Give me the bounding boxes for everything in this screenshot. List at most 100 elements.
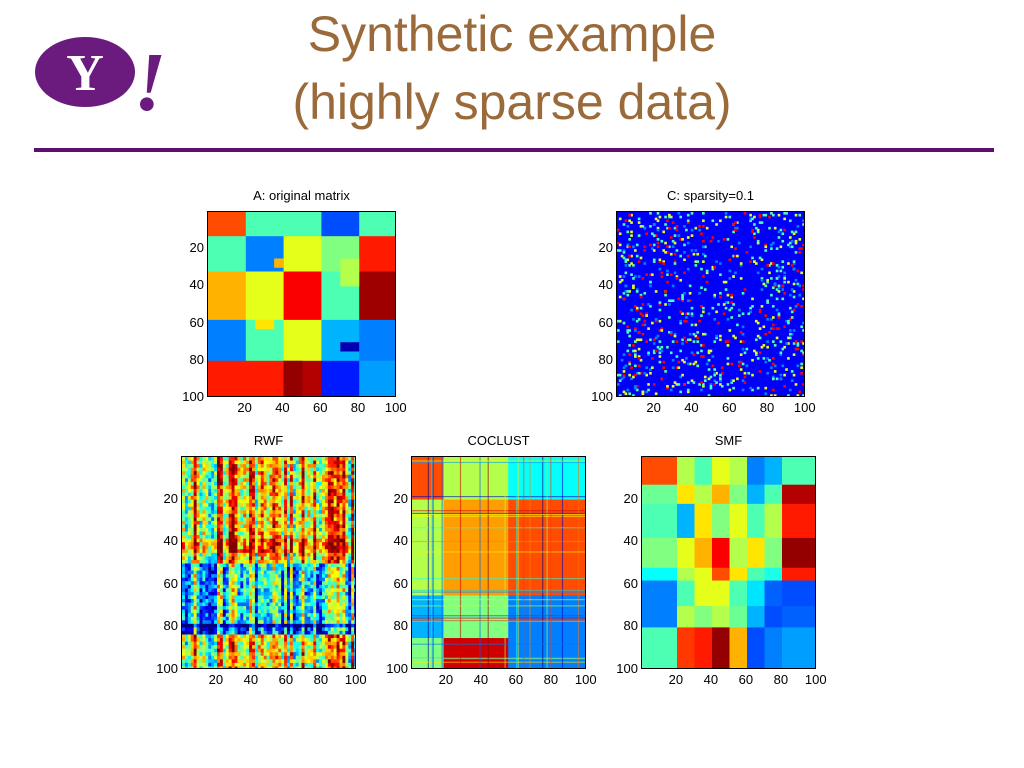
sparse-entry [692, 353, 696, 356]
matrix-cell [184, 528, 189, 532]
matrix-cell [187, 471, 192, 476]
y-tick-label: 80 [163, 618, 178, 634]
matrix-cell [324, 538, 329, 543]
matrix-cell [193, 524, 197, 529]
matrix-cell [217, 591, 221, 596]
matrix-cell [246, 641, 250, 646]
sparse-entry [711, 355, 715, 358]
sparse-entry [800, 325, 803, 329]
matrix-cell [219, 559, 224, 564]
matrix-cell [275, 602, 279, 607]
matrix-cell [214, 591, 218, 596]
sparse-entry [702, 245, 705, 249]
matrix-cell [322, 659, 326, 664]
matrix-cell [263, 556, 267, 561]
matrix-cell [345, 574, 349, 579]
matrix-cell [237, 481, 241, 486]
matrix-cell [287, 545, 291, 550]
matrix-cell [330, 613, 335, 618]
matrix-cell [342, 552, 346, 557]
matrix-cell [284, 528, 288, 532]
matrix-cell [208, 520, 212, 525]
matrix-cell [330, 634, 335, 639]
matrix-cell [289, 659, 294, 664]
matrix-cell [281, 481, 285, 486]
matrix-cell [263, 549, 267, 554]
matrix-cell [199, 510, 203, 515]
matrix-cell [292, 524, 297, 529]
matrix-cell [260, 638, 265, 642]
matrix-cell [269, 552, 273, 557]
matrix-cell [304, 496, 308, 500]
matrix-cell [333, 499, 337, 504]
matrix-cell [301, 602, 305, 607]
sparse-entry [679, 278, 683, 282]
matrix-cell [298, 464, 302, 469]
matrix-cell [237, 506, 241, 511]
matrix-cell [278, 623, 282, 628]
matrix-cell [222, 567, 227, 571]
matrix-cell [354, 474, 355, 479]
matrix-cell [234, 471, 238, 476]
matrix-cell [263, 577, 267, 582]
matrix-cell [272, 638, 276, 642]
matrix-cell [182, 481, 186, 486]
matrix-cell [278, 645, 282, 650]
matrix-cell [196, 591, 200, 596]
matrix-cell [275, 464, 279, 469]
sparse-entry [652, 258, 656, 262]
matrix-cell [231, 499, 235, 504]
matrix-cell [289, 488, 294, 493]
matrix-cell [254, 524, 259, 529]
matrix-cell [275, 595, 279, 600]
sparse-entry [725, 396, 728, 397]
matrix-cell [324, 510, 329, 515]
matrix-cell [278, 552, 282, 557]
matrix-cell [301, 570, 305, 575]
matrix-cell [193, 471, 197, 476]
matrix-cell [254, 513, 259, 518]
matrix-cell [289, 662, 294, 667]
matrix-cell [208, 641, 212, 646]
matrix-cell [284, 652, 288, 657]
matrix-cell [193, 581, 197, 586]
matrix-cell [182, 584, 186, 589]
matrix-cell [319, 602, 323, 607]
sparse-entry [634, 327, 637, 330]
sparse-entry [794, 213, 798, 217]
matrix-cell [275, 581, 279, 586]
sparse-entry [645, 273, 648, 276]
sparse-entry [792, 342, 796, 345]
matrix-cell [222, 584, 227, 589]
matrix-cell [243, 552, 247, 557]
sparse-entry [625, 396, 628, 397]
matrix-cell [228, 655, 232, 660]
matrix-cell [339, 609, 343, 614]
sparse-entry [641, 323, 645, 327]
matrix-cell [301, 609, 305, 614]
matrix-cell [237, 471, 241, 476]
matrix-cell [193, 460, 197, 465]
matrix-cell [298, 591, 302, 596]
matrix-cell [217, 623, 221, 628]
matrix-cell [336, 602, 340, 607]
matrix-cell [316, 567, 320, 571]
matrix-cell [313, 659, 317, 664]
matrix-cell [211, 563, 215, 568]
matrix-cell [249, 510, 253, 515]
matrix-cell [260, 531, 265, 536]
matrix-cell [208, 503, 212, 508]
matrix-cell [324, 581, 329, 586]
matrix-cell [330, 552, 335, 557]
sparse-entry [787, 336, 790, 340]
sparse-entry [713, 295, 717, 299]
matrix-cell [211, 499, 215, 504]
matrix-cell [298, 630, 302, 635]
sparse-entry [660, 271, 664, 275]
matrix-cell [205, 574, 209, 579]
matrix-cell [310, 545, 314, 550]
matrix-cell [304, 503, 308, 508]
matrix-cell [278, 488, 282, 493]
sparse-entry [690, 228, 694, 232]
matrix-cell [345, 577, 349, 582]
